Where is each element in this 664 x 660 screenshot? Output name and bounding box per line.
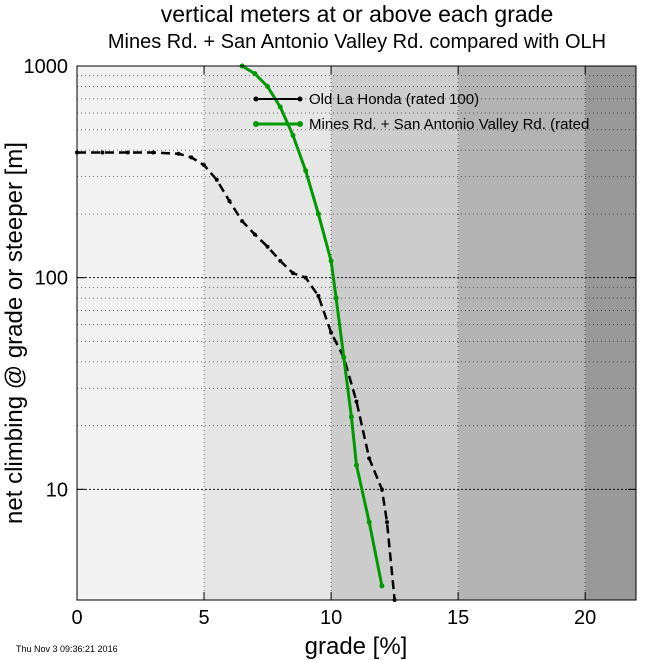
series-point-1	[328, 258, 334, 264]
chart-subtitle: Mines Rd. + San Antonio Valley Rd. compa…	[108, 31, 606, 53]
x-tick-label: 0	[71, 607, 82, 629]
series-point-0	[316, 293, 321, 298]
series-line-1	[241, 64, 384, 587]
series-point-0	[354, 399, 359, 404]
band-1	[204, 66, 332, 600]
series-point-0	[214, 177, 219, 182]
legend-mines-point	[297, 121, 303, 127]
series-point-1	[341, 354, 347, 360]
series-point-0	[290, 271, 295, 276]
series-point-1	[366, 519, 372, 525]
y-axis-label: net climbing @ grade or steeper [m]	[1, 142, 28, 524]
series-point-0	[384, 520, 389, 525]
series-point-0	[329, 330, 334, 335]
band-2	[331, 66, 459, 600]
x-axis-label: grade [%]	[305, 633, 408, 660]
band-3	[458, 66, 586, 600]
series-point-0	[303, 275, 308, 280]
series-point-1	[290, 132, 296, 138]
series-point-0	[125, 150, 130, 155]
x-tick-label: 15	[447, 607, 469, 629]
series-point-1	[348, 414, 354, 420]
series-point-1	[265, 84, 271, 90]
series-point-0	[240, 219, 245, 224]
series-layer	[75, 63, 397, 602]
series-point-0	[265, 244, 270, 249]
series-point-0	[100, 150, 105, 155]
background-bands	[77, 66, 636, 600]
y-tick-label: 1000	[24, 56, 69, 78]
series-point-1	[354, 462, 359, 468]
axis-ticks: 0 5 10 15 20 10 100 1000	[24, 56, 636, 629]
series-point-0	[252, 232, 257, 237]
series-point-1	[252, 71, 258, 77]
x-tick-label: 5	[198, 607, 209, 629]
legend-mines-label: Mines Rd. + San Antonio Valley Rd. (rate…	[309, 116, 589, 133]
plot-frame	[76, 65, 637, 601]
series-point-0	[202, 163, 207, 168]
series-point-0	[367, 456, 372, 461]
series-point-0	[176, 151, 181, 156]
series-point-0	[379, 487, 384, 492]
legend-mines-point	[253, 121, 259, 127]
series-point-0	[227, 199, 232, 204]
series-point-1	[315, 211, 321, 217]
timestamp: Thu Nov 3 09:36:21 2016	[16, 644, 118, 654]
series-point-0	[278, 258, 283, 263]
legend-olh-point	[297, 96, 303, 102]
series-point-1	[333, 295, 339, 301]
x-tick-label: 20	[574, 607, 596, 629]
series-point-1	[303, 168, 309, 174]
y-tick-label: 100	[35, 268, 68, 290]
band-4	[585, 66, 636, 600]
legend-olh-label: Old La Honda (rated 100)	[309, 91, 479, 108]
series-point-0	[189, 155, 194, 160]
series-point-0	[151, 150, 156, 155]
y-tick-label: 10	[46, 479, 68, 501]
series-line-0	[77, 151, 396, 601]
series-point-1	[277, 104, 283, 110]
legend: Old La Honda (rated 100) Mines Rd. + San…	[253, 91, 589, 133]
legend-olh-point	[253, 96, 259, 102]
band-0	[77, 66, 205, 600]
series-point-1	[379, 583, 385, 589]
chart-title: vertical meters at or above each grade	[161, 1, 553, 27]
x-tick-label: 10	[320, 607, 342, 629]
grid-lines	[77, 66, 636, 600]
